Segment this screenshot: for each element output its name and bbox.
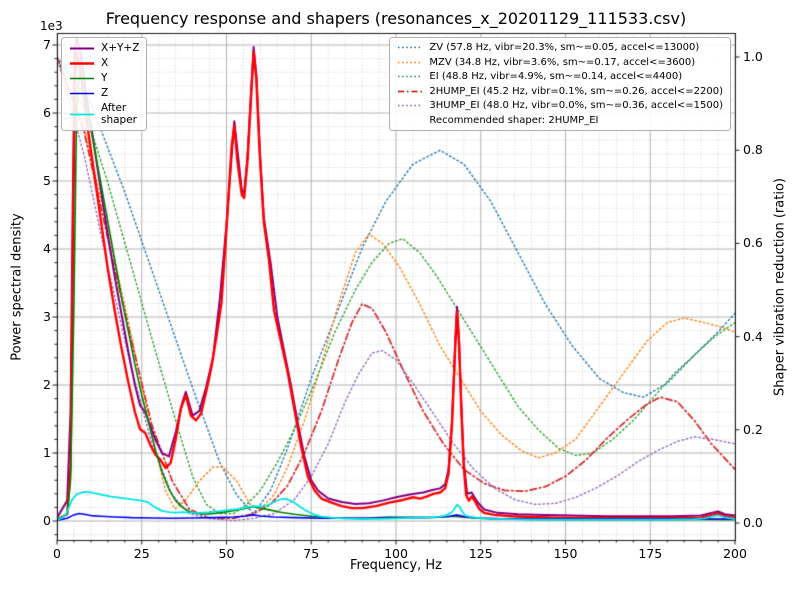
y-right-tick-label: 0.6 — [743, 235, 763, 251]
y-right-tick-label: 0.0 — [743, 514, 763, 530]
y-right-tick-label: 0.4 — [743, 328, 763, 344]
x-legend-line-icon — [70, 61, 94, 65]
legend-label: ZV (57.8 Hz, vibr=20.3%, sm~=0.05, accel… — [429, 42, 700, 53]
zv-legend-line-icon — [398, 47, 423, 49]
after-shaper-legend-line-icon — [70, 113, 94, 116]
chart-title: Frequency response and shapers (resonanc… — [105, 9, 687, 28]
y-axis-right-label: Shaper vibration reduction (ratio) — [772, 178, 788, 396]
y-axis-left-label: Power spectral density — [9, 213, 25, 361]
y-right-tick-label: 0.2 — [743, 421, 763, 437]
legend-item-mzv: MZV (34.8 Hz, vibr=3.6%, sm~=0.17, accel… — [397, 57, 723, 69]
legend-item-zv: ZV (57.8 Hz, vibr=20.3%, sm~=0.05, accel… — [397, 42, 723, 54]
mzv-legend-line-icon — [398, 61, 423, 63]
recommended-shaper-note: Recommended shaper: 2HUMP_EI — [429, 114, 599, 126]
legend-label: Z — [101, 87, 109, 100]
x-tick-label: 150 — [553, 546, 578, 561]
y-axis-offset-label: 1e3 — [40, 19, 63, 33]
y-left-tick-label: 0 — [43, 513, 51, 529]
ei-legend-line-icon — [398, 76, 423, 78]
y-left-tick-label: 6 — [43, 105, 51, 121]
2hump-ei-legend-line-icon — [398, 90, 423, 93]
y-left-tick-label: 1 — [43, 445, 51, 461]
y-legend-line-icon — [70, 77, 94, 79]
x-axis-label: Frequency, Hz — [349, 558, 443, 573]
psd-legend: X+Y+Z X Y Z After shaper — [61, 37, 148, 132]
x-tick-label: 0 — [53, 546, 61, 561]
y-left-tick-label: 4 — [43, 241, 51, 257]
legend-label: EI (48.8 Hz, vibr=4.9%, sm~=0.14, accel<… — [429, 71, 683, 82]
legend-label: Y — [101, 72, 108, 85]
3hump-ei-legend-line-icon — [398, 105, 423, 107]
legend-label: X — [101, 57, 109, 70]
x-plus-y-plus-z-legend-line-icon — [70, 47, 94, 50]
legend-label: 2HUMP_EI (45.2 Hz, vibr=0.1%, sm~=0.26, … — [429, 85, 723, 97]
legend-label: MZV (34.8 Hz, vibr=3.6%, sm~=0.17, accel… — [429, 56, 696, 68]
legend-item-3hump-ei: 3HUMP_EI (48.0 Hz, vibr=0.0%, sm~=0.36, … — [397, 100, 723, 112]
x-tick-label: 75 — [303, 546, 320, 561]
legend-item-x: X — [69, 57, 139, 69]
x-tick-label: 50 — [218, 546, 235, 561]
shaper-legend: ZV (57.8 Hz, vibr=20.3%, sm~=0.05, accel… — [389, 37, 731, 131]
y-left-tick-label: 3 — [43, 309, 51, 325]
y-right-tick-label: 0.8 — [743, 142, 763, 158]
legend-label: After shaper — [101, 102, 138, 127]
legend-item-y: Y — [69, 72, 139, 84]
legend-item-ei: EI (48.8 Hz, vibr=4.9%, sm~=0.14, accel<… — [397, 71, 723, 83]
legend-label: X+Y+Z — [101, 42, 140, 54]
x-tick-label: 175 — [638, 546, 663, 561]
legend-item-2hump-ei: 2HUMP_EI (45.2 Hz, vibr=0.1%, sm~=0.26, … — [397, 86, 723, 98]
z-legend-line-icon — [70, 92, 94, 95]
y-right-tick-label: 1.0 — [743, 48, 763, 64]
legend-label: 3HUMP_EI (48.0 Hz, vibr=0.0%, sm~=0.36, … — [429, 100, 723, 111]
legend-item-after-shaper: After shaper — [69, 102, 139, 126]
x-tick-label: 25 — [133, 546, 150, 561]
y-left-tick-label: 5 — [43, 173, 51, 189]
y-left-tick-label: 2 — [43, 377, 51, 393]
legend-item-z: Z — [69, 87, 139, 99]
y-left-tick-label: 7 — [43, 37, 51, 53]
x-tick-label: 125 — [468, 546, 493, 561]
x-tick-label: 100 — [384, 546, 408, 561]
legend-item-x-plus-y-plus-z: X+Y+Z — [69, 42, 139, 54]
x-tick-label: 200 — [723, 546, 747, 561]
